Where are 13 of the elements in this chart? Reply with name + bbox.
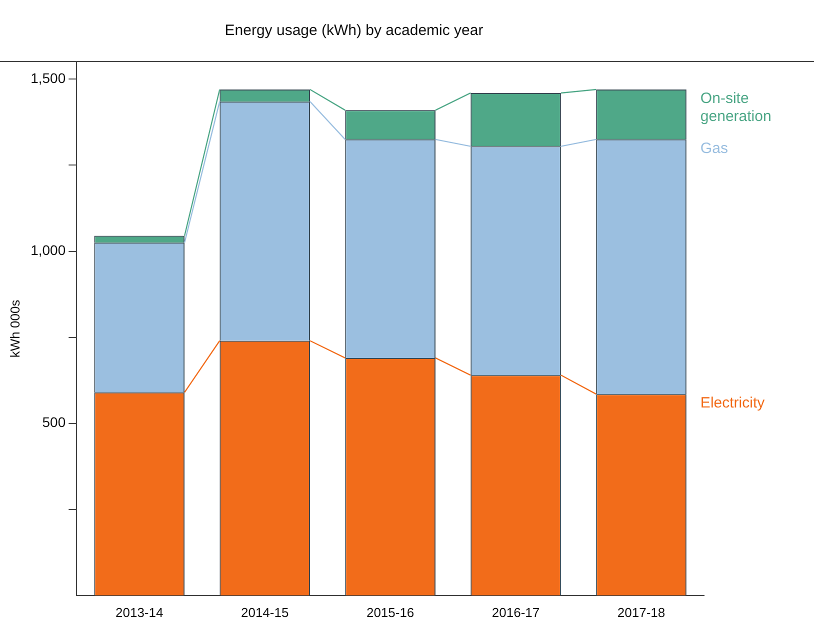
chart-title: Energy usage (kWh) by academic year bbox=[224, 22, 484, 40]
y-axis-title: kWh 000s bbox=[7, 299, 22, 358]
x-tick-label: 2013-14 bbox=[116, 604, 164, 620]
series-label: On-site generation bbox=[700, 90, 772, 126]
series-label: Electricity bbox=[700, 394, 766, 412]
y-tick-label: 1,000 bbox=[30, 242, 66, 258]
series-label: Gas bbox=[700, 140, 728, 158]
x-tick-label: 2016-17 bbox=[492, 604, 540, 620]
y-tick-label: 500 bbox=[42, 414, 66, 430]
y-tick-label: 1,500 bbox=[30, 70, 66, 86]
x-tick-label: 2015-16 bbox=[366, 604, 414, 620]
x-tick-label: 2017-18 bbox=[617, 604, 666, 620]
x-tick-label: 2014-15 bbox=[240, 604, 289, 620]
